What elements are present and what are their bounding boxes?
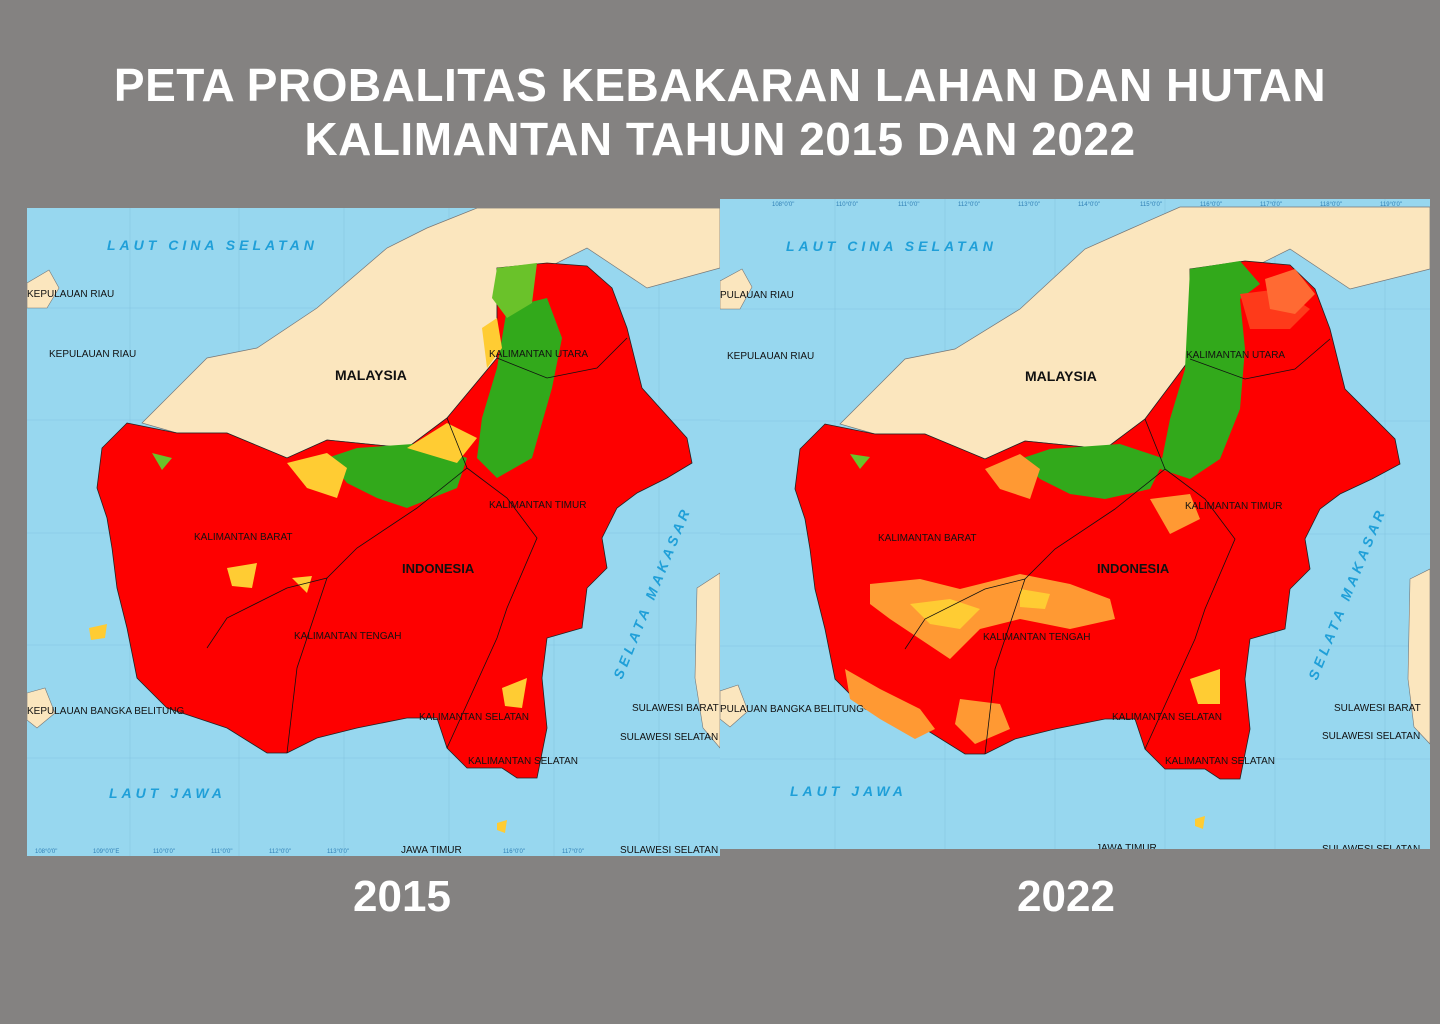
label-laut-cina-selatan: LAUT CINA SELATAN [107,237,318,253]
label-kalimantan-selatan-1-2022: KALIMANTAN SELATAN [1112,712,1222,723]
label-kalimantan-selatan-2-2022: KALIMANTAN SELATAN [1165,756,1275,767]
label-laut-jawa: LAUT JAWA [109,785,226,801]
low-probability-zones-2022 [845,261,1315,829]
label-kalimantan-utara-2022: KALIMANTAN UTARA [1186,350,1285,361]
map-2015-canvas: LAUT CINA SELATAN LAUT JAWA SELATA MAKAS… [27,208,720,856]
title-line-2: KALIMANTAN TAHUN 2015 DAN 2022 [304,113,1136,165]
svg-text:110°0'0": 110°0'0" [153,849,175,855]
svg-text:113°0'0": 113°0'0" [327,849,349,855]
ticks-2015: 108°0'0" 109°0'0"E 110°0'0" 111°0'0" 112… [35,849,584,855]
label-kalimantan-tengah-2022: KALIMANTAN TENGAH [983,632,1090,643]
label-kalimantan-barat: KALIMANTAN BARAT [194,532,293,543]
svg-text:114°0'0": 114°0'0" [1078,202,1100,208]
label-kalimantan-timur: KALIMANTAN TIMUR [489,500,586,511]
label-indonesia-2022: INDONESIA [1097,561,1170,576]
label-malaysia: MALAYSIA [335,367,407,383]
label-jawa-timur: JAWA TIMUR [401,845,462,856]
svg-text:117°0'0": 117°0'0" [562,849,584,855]
svg-text:110°0'0": 110°0'0" [836,202,858,208]
svg-text:117°0'0": 117°0'0" [1260,202,1282,208]
ticks-2022: 108°0'0" 110°0'0" 111°0'0" 112°0'0" 113°… [772,202,1402,208]
label-kalimantan-barat-2022: KALIMANTAN BARAT [878,533,977,544]
label-sulawesi-barat-2022: SULAWESI BARAT [1334,703,1421,714]
label-kalimantan-timur-2022: KALIMANTAN TIMUR [1185,501,1282,512]
label-bangka-belitung: KEPULAUAN BANGKA BELITUNG [27,706,184,717]
label-malaysia-2022: MALAYSIA [1025,368,1097,384]
svg-text:116°0'0": 116°0'0" [1200,202,1222,208]
label-indonesia: INDONESIA [402,561,475,576]
label-kep-riau-1-2022: PULAUAN RIAU [720,290,794,301]
year-label-2022: 2022 [1017,872,1115,921]
svg-text:115°0'0": 115°0'0" [1140,202,1162,208]
map-title: PETA PROBALITAS KEBAKARAN LAHAN DAN HUTA… [0,58,1440,166]
low-probability-zones-2015 [89,263,562,833]
map-2022-canvas: LAUT CINA SELATAN LAUT JAWA SELATA MAKAS… [720,199,1430,849]
label-kalimantan-selatan-1: KALIMANTAN SELATAN [419,712,529,723]
label-kep-riau-2: KEPULAUAN RIAU [49,349,136,360]
svg-text:111°0'0": 111°0'0" [898,202,919,208]
year-label-2015: 2015 [353,872,451,921]
svg-text:109°0'0"E: 109°0'0"E [93,849,119,855]
label-sulawesi-selatan-1: SULAWESI SELATAN [620,732,718,743]
svg-text:113°0'0": 113°0'0" [1018,202,1040,208]
label-kep-riau-1: KEPULAUAN RIAU [27,289,114,300]
label-laut-jawa-2022: LAUT JAWA [790,783,907,799]
svg-text:111°0'0": 111°0'0" [211,849,232,855]
map-2022: LAUT CINA SELATAN LAUT JAWA SELATA MAKAS… [720,199,1430,849]
label-sulawesi-selatan-2-2022: SULAWESI SELATAN [1322,844,1420,849]
svg-text:108°0'0": 108°0'0" [772,202,794,208]
label-kalimantan-selatan-2: KALIMANTAN SELATAN [468,756,578,767]
label-kalimantan-tengah: KALIMANTAN TENGAH [294,631,401,642]
label-bangka-belitung-2022: PULAUAN BANGKA BELITUNG [720,704,864,715]
label-kalimantan-utara: KALIMANTAN UTARA [489,349,588,360]
svg-text:118°0'0": 118°0'0" [1320,202,1342,208]
svg-text:108°0'0": 108°0'0" [35,849,57,855]
svg-text:116°0'0": 116°0'0" [503,849,525,855]
label-kep-riau-2-2022: KEPULAUAN RIAU [727,351,814,362]
title-line-1: PETA PROBALITAS KEBAKARAN LAHAN DAN HUTA… [113,59,1327,111]
map-2015: LAUT CINA SELATAN LAUT JAWA SELATA MAKAS… [27,208,720,856]
label-sulawesi-barat: SULAWESI BARAT [632,703,719,714]
svg-text:119°0'0": 119°0'0" [1380,202,1402,208]
svg-text:112°0'0": 112°0'0" [269,849,291,855]
label-jawa-timur-2022: JAWA TIMUR [1096,843,1157,849]
label-laut-cina-selatan-2022: LAUT CINA SELATAN [786,238,997,254]
label-sulawesi-selatan-2: SULAWESI SELATAN [620,845,718,856]
label-sulawesi-selatan-1-2022: SULAWESI SELATAN [1322,731,1420,742]
svg-text:112°0'0": 112°0'0" [958,202,980,208]
